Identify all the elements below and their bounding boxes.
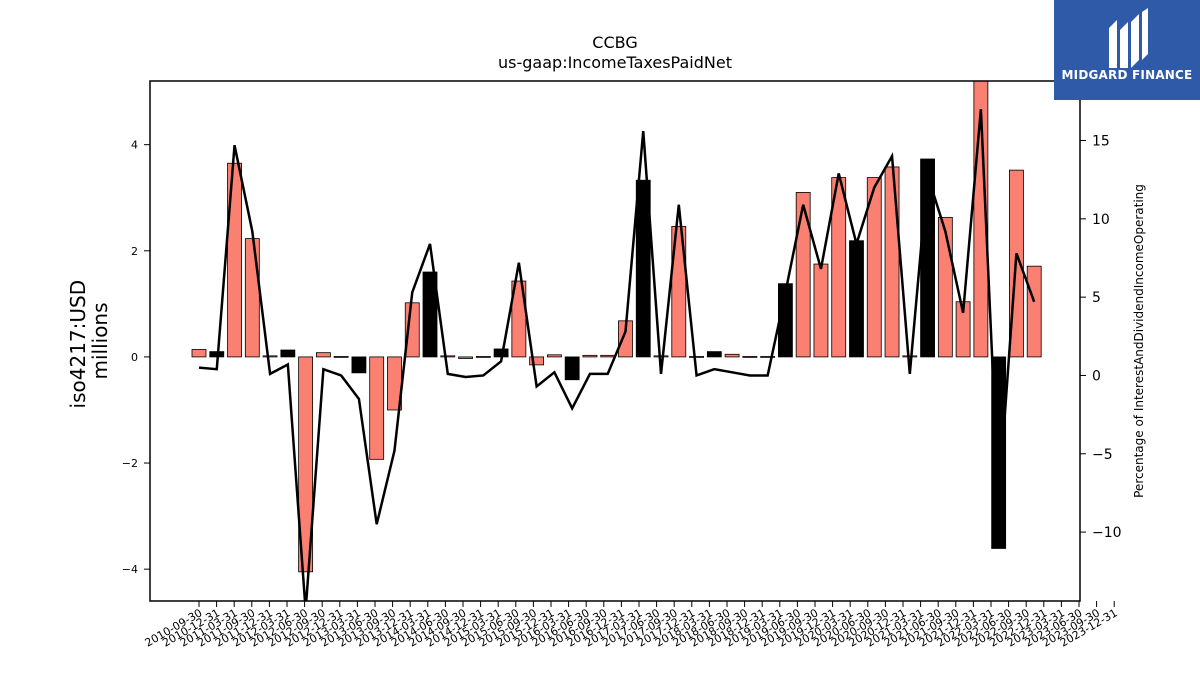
bar: [369, 356, 385, 460]
bar: [724, 353, 740, 358]
bar: [795, 192, 811, 358]
bar: [671, 225, 687, 358]
bar: [475, 355, 491, 358]
chart-title: CCBG: [592, 33, 637, 52]
bar: [351, 356, 367, 374]
brand-logo: MIDGARD FINANCE: [1054, 0, 1200, 100]
bar: [191, 349, 207, 358]
bar: [422, 271, 438, 358]
left-tick-label: −4: [122, 563, 138, 576]
bar: [529, 356, 545, 366]
bar: [706, 351, 722, 358]
left-tick-label: 0: [131, 351, 138, 364]
right-tick-label: 10: [1092, 212, 1110, 228]
right-tick-label: 0: [1092, 368, 1101, 384]
bar: [600, 354, 616, 358]
bar: [298, 356, 314, 573]
midgard-logo-icon: [1109, 8, 1148, 68]
left-tick-label: 4: [131, 139, 138, 152]
bar: [315, 352, 331, 358]
bar: [262, 355, 278, 358]
bar: [458, 356, 473, 359]
bar: [564, 356, 580, 381]
bar: [244, 238, 260, 358]
bar: [653, 355, 669, 358]
bar: [440, 355, 456, 358]
plot-frame: [149, 80, 1081, 602]
line-layer: [198, 109, 1036, 601]
series-line: [198, 109, 1036, 601]
right-axis-label: Percentage of InterestAndDividendIncomeO…: [1132, 184, 1146, 498]
bar: [760, 355, 776, 358]
bar: [227, 162, 242, 358]
bar: [333, 355, 349, 358]
bar: [937, 216, 953, 358]
left-tick-label: 2: [131, 245, 138, 258]
bar: [866, 177, 882, 358]
right-tick-label: 15: [1092, 134, 1110, 150]
right-tick-label: −5: [1092, 447, 1113, 463]
bar: [547, 354, 562, 358]
bar: [1026, 265, 1042, 358]
bar: [813, 263, 829, 358]
bar: [849, 240, 864, 358]
right-axis: −10 −5 0 5 10 15: [1080, 134, 1122, 541]
bar: [689, 355, 704, 358]
right-tick-label: 5: [1092, 290, 1101, 306]
bar: [582, 354, 598, 358]
chart-subtitle: us-gaap:IncomeTaxesPaidNet: [498, 53, 732, 72]
x-axis: 2010-09-302010-12-312011-03-312011-09-30…: [143, 601, 1120, 650]
left-tick-label: −2: [122, 457, 138, 470]
left-axis: −4 −2 0 2 4: [122, 139, 150, 576]
bar: [280, 349, 296, 358]
bar: [742, 355, 758, 358]
right-tick-label: −10: [1092, 525, 1122, 541]
brand-name: MIDGARD FINANCE: [1061, 68, 1193, 82]
bar: [635, 179, 651, 358]
bar: [884, 166, 900, 358]
left-axis-label: iso4217:USD millions: [66, 274, 112, 409]
bar: [902, 355, 918, 358]
